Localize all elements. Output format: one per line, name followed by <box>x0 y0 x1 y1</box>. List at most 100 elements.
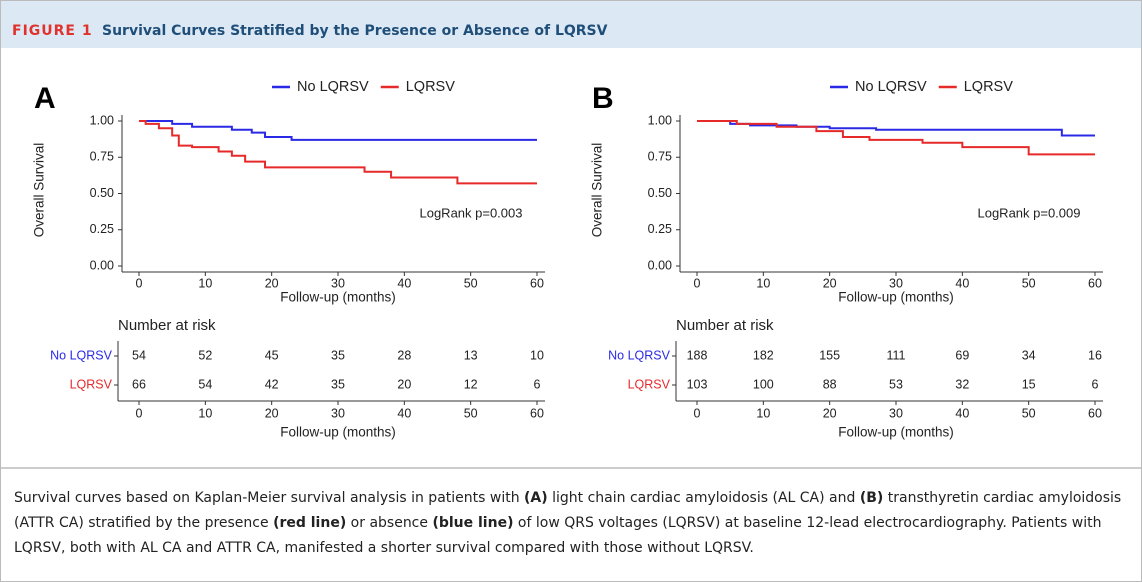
caption-bold: (A) <box>524 490 548 506</box>
x-tick-label: 60 <box>530 276 544 290</box>
legend-label: No LQRSV <box>855 79 927 95</box>
y-tick-label: 1.00 <box>648 113 672 127</box>
y-tick-label: 0.75 <box>90 150 114 164</box>
risk-count: 12 <box>464 377 478 391</box>
risk-x-tick-label: 10 <box>756 406 770 420</box>
survival-curve <box>139 120 537 141</box>
risk-table-title: Number at risk <box>676 317 774 334</box>
risk-count: 34 <box>1022 348 1036 362</box>
risk-x-axis-label: Follow-up (months) <box>280 425 396 440</box>
header-band <box>1 1 1141 48</box>
y-tick-label: 0.25 <box>648 222 672 236</box>
caption-text: or absence <box>346 515 433 531</box>
risk-count: 69 <box>955 348 969 362</box>
risk-count: 111 <box>886 348 905 362</box>
risk-count: 13 <box>464 348 478 362</box>
risk-count: 6 <box>1092 377 1099 391</box>
risk-count: 103 <box>687 377 708 391</box>
x-tick-label: 50 <box>464 276 478 290</box>
x-tick-label: 0 <box>136 276 143 290</box>
risk-count: 15 <box>1022 377 1036 391</box>
legend-label: LQRSV <box>406 79 455 95</box>
risk-x-tick-label: 0 <box>694 406 701 420</box>
risk-x-tick-label: 50 <box>464 406 478 420</box>
x-tick-label: 40 <box>955 276 969 290</box>
risk-count: 35 <box>331 377 345 391</box>
annotation: LogRank p=0.003 <box>419 205 522 220</box>
caption-text: Survival curves based on Kaplan-Meier su… <box>14 490 525 506</box>
caption-text: transthyretin cardiac amyloidosis (ATTR … <box>14 490 1122 531</box>
x-tick-label: 10 <box>198 276 212 290</box>
legend-label: LQRSV <box>964 79 1013 95</box>
risk-row-label: No LQRSV <box>50 348 112 362</box>
risk-x-tick-label: 10 <box>198 406 212 420</box>
risk-count: 28 <box>397 348 411 362</box>
survival-curve <box>697 120 1095 156</box>
caption-text: of low QRS voltages (LQRSV) at baseline … <box>14 515 1102 556</box>
y-tick-label: 0.50 <box>648 186 672 200</box>
x-tick-label: 20 <box>265 276 279 290</box>
risk-x-tick-label: 60 <box>1088 406 1102 420</box>
risk-x-axis-label: Follow-up (months) <box>838 425 954 440</box>
caption: Survival curves based on Kaplan-Meier su… <box>14 486 1124 561</box>
risk-count: 45 <box>265 348 279 362</box>
risk-count: 54 <box>198 377 212 391</box>
y-tick-label: 0.25 <box>90 222 114 236</box>
risk-x-tick-label: 50 <box>1022 406 1036 420</box>
risk-count: 155 <box>819 348 840 362</box>
y-tick-label: 0.00 <box>648 258 672 272</box>
risk-count: 66 <box>132 377 146 391</box>
x-axis-label: Follow-up (months) <box>280 290 396 305</box>
risk-row-label: No LQRSV <box>608 348 670 362</box>
x-tick-label: 60 <box>1088 276 1102 290</box>
risk-x-tick-label: 30 <box>889 406 903 420</box>
y-axis-label: Overall Survival <box>32 143 47 238</box>
panel-letter: A <box>34 82 56 115</box>
x-tick-label: 20 <box>823 276 837 290</box>
risk-x-tick-label: 20 <box>823 406 837 420</box>
risk-count: 6 <box>534 377 541 391</box>
risk-count: 32 <box>955 377 969 391</box>
risk-count: 182 <box>753 348 774 362</box>
y-tick-label: 0.50 <box>90 186 114 200</box>
x-tick-label: 50 <box>1022 276 1036 290</box>
risk-count: 10 <box>530 348 544 362</box>
risk-x-tick-label: 40 <box>955 406 969 420</box>
risk-count: 42 <box>265 377 279 391</box>
y-tick-label: 0.75 <box>648 150 672 164</box>
risk-x-tick-label: 60 <box>530 406 544 420</box>
risk-count: 16 <box>1088 348 1102 362</box>
y-axis-label: Overall Survival <box>590 143 605 238</box>
caption-text: light chain cardiac amyloidosis (AL CA) … <box>547 490 860 506</box>
y-tick-label: 1.00 <box>90 113 114 127</box>
x-tick-label: 30 <box>889 276 903 290</box>
risk-row-label: LQRSV <box>70 377 113 391</box>
risk-count: 188 <box>687 348 708 362</box>
x-tick-label: 30 <box>331 276 345 290</box>
risk-table-title: Number at risk <box>118 317 216 334</box>
x-axis-label: Follow-up (months) <box>838 290 954 305</box>
x-tick-label: 40 <box>397 276 411 290</box>
panel-letter: B <box>592 82 614 115</box>
annotation: LogRank p=0.009 <box>977 205 1080 220</box>
x-tick-label: 0 <box>694 276 701 290</box>
caption-bold: (B) <box>859 490 884 506</box>
x-tick-label: 10 <box>756 276 770 290</box>
risk-x-tick-label: 30 <box>331 406 345 420</box>
risk-count: 88 <box>823 377 837 391</box>
risk-count: 100 <box>753 377 774 391</box>
risk-count: 53 <box>889 377 903 391</box>
figure-title: Survival Curves Stratified by the Presen… <box>102 23 608 39</box>
y-tick-label: 0.00 <box>90 258 114 272</box>
caption-bold: (red line) <box>273 515 347 531</box>
risk-count: 20 <box>397 377 411 391</box>
legend-label: No LQRSV <box>297 79 369 95</box>
risk-count: 54 <box>132 348 146 362</box>
risk-count: 35 <box>331 348 345 362</box>
caption-bold: (blue line) <box>432 515 514 531</box>
survival-curve <box>139 120 537 185</box>
risk-x-tick-label: 0 <box>136 406 143 420</box>
figure-label: FIGURE 1 <box>12 23 93 39</box>
